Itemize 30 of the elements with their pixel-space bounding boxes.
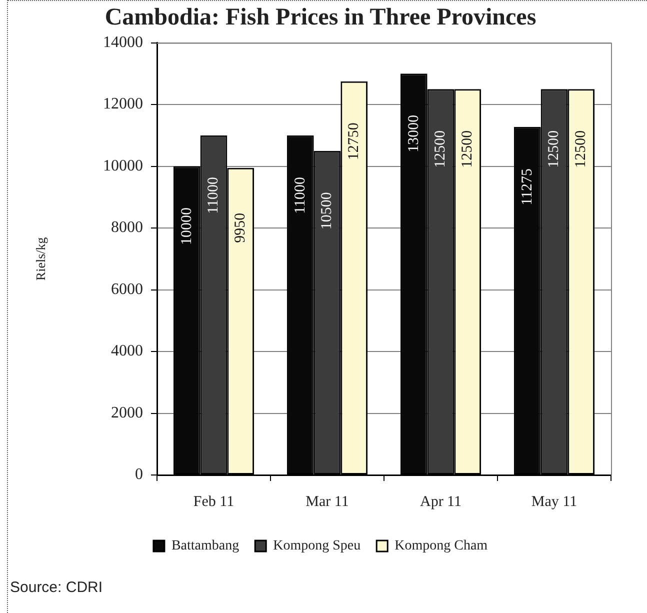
data-label: 11000 — [206, 176, 222, 214]
data-label: 12750 — [346, 122, 362, 160]
data-label: 9950 — [232, 212, 249, 243]
y-axis-title: Riels/kg — [33, 236, 48, 281]
y-tick-label: 8000 — [111, 219, 143, 236]
data-label: 11000 — [292, 176, 308, 214]
data-label: 12500 — [573, 130, 590, 168]
source-note: Source: CDRI — [10, 579, 103, 596]
x-tick-label: Mar 11 — [306, 494, 349, 510]
data-label: 10500 — [319, 192, 336, 230]
y-tick-label: 14000 — [103, 34, 143, 52]
data-label: 13000 — [406, 114, 422, 152]
data-label: 10000 — [178, 208, 195, 246]
data-label: 12500 — [546, 130, 562, 168]
x-tick-label: May 11 — [531, 494, 578, 510]
x-tick-label: Feb 11 — [193, 494, 234, 510]
data-label: 12500 — [460, 130, 476, 168]
y-tick-label: 12000 — [103, 96, 143, 113]
legend-label: Kompong Cham — [394, 538, 488, 554]
y-tick-label: 2000 — [111, 404, 143, 422]
chart-title: Cambodia: Fish Prices in Three Provinces — [104, 4, 536, 31]
data-label: 12500 — [432, 130, 449, 168]
data-label: 11275 — [519, 168, 536, 206]
legend-label: Kompong Speu — [273, 538, 361, 554]
legend-label: Battambang — [171, 538, 240, 554]
y-tick-label: 10000 — [103, 157, 143, 174]
y-tick-label: 0 — [135, 466, 143, 484]
y-tick-label: 6000 — [111, 280, 143, 298]
y-tick-label: 4000 — [111, 342, 143, 360]
x-tick-label: Apr 11 — [420, 494, 462, 510]
